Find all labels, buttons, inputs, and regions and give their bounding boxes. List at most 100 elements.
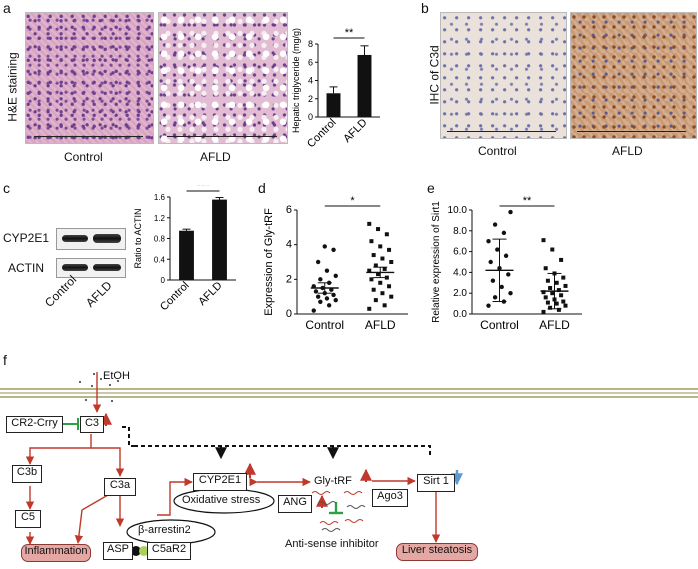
data-point <box>380 256 385 261</box>
he-control-image <box>25 12 154 144</box>
data-point <box>501 230 507 236</box>
western-blot-cyp2e1 <box>56 228 126 250</box>
y-tick-label: 0 <box>161 276 166 285</box>
data-point <box>492 222 498 227</box>
significance-label: ** <box>345 27 354 39</box>
data-point <box>315 259 321 265</box>
data-point <box>387 247 392 252</box>
data-point <box>371 287 376 292</box>
data-point <box>331 247 336 253</box>
asp-ligand <box>131 546 141 556</box>
significance-label: *** <box>197 185 211 192</box>
ihc-afld-label: AFLD <box>612 144 643 158</box>
data-point <box>508 209 513 215</box>
y-tick-label: 8.0 <box>453 226 467 237</box>
data-point <box>490 278 496 283</box>
node-c3: C3 <box>80 416 104 433</box>
y-tick-label: 2 <box>308 94 313 104</box>
data-point <box>382 303 387 308</box>
significance-label: * <box>350 195 355 207</box>
y-tick-label: 4 <box>286 239 292 251</box>
dashed-regulation-lines <box>122 426 431 460</box>
node-barrestin: β-arrestin2 <box>138 524 191 536</box>
node-ago3: Ago3 <box>372 489 408 507</box>
antisense-inhibitor-label: Anti-sense inhibitor <box>285 538 379 550</box>
node-cyp2e1: CYP2E1 <box>193 473 247 491</box>
bar <box>326 93 341 117</box>
y-tick-label: 6 <box>286 204 292 216</box>
y-tick-label: 1.2 <box>154 214 166 223</box>
data-point <box>389 294 394 299</box>
data-point <box>376 272 381 277</box>
data-point <box>543 295 548 300</box>
node-ang: ANG <box>278 495 312 513</box>
etoh-label: EtOH <box>103 370 130 382</box>
node-oxidative-stress: Oxidative stress <box>182 494 261 506</box>
data-point <box>556 288 561 293</box>
data-point <box>554 280 559 285</box>
rna-strands-gray <box>317 501 366 532</box>
data-point <box>554 301 559 306</box>
data-point <box>545 300 550 305</box>
data-point <box>376 227 381 232</box>
blot-label-actin: ACTIN <box>8 261 44 275</box>
data-point <box>369 277 374 282</box>
ihc-control-scalebar <box>447 125 556 132</box>
panel-c-letter: c <box>3 180 10 196</box>
y-tick-label: 4.0 <box>453 267 467 278</box>
data-point <box>371 253 376 258</box>
panel-d-letter: d <box>258 180 266 196</box>
blot-label-cyp2e1: CYP2E1 <box>3 231 50 245</box>
data-point <box>503 253 509 258</box>
cr2crry-inhibit-line <box>63 418 79 430</box>
node-sirt1: Sirt 1 <box>417 474 455 492</box>
data-point <box>378 244 383 249</box>
band-cyp2e1-control <box>62 235 88 242</box>
ihc-afld-image <box>570 12 697 139</box>
node-liver-steatosis: Liver steatosis <box>396 543 478 561</box>
y-tick-label: 4 <box>308 76 313 86</box>
antisense-inhibit <box>329 502 343 515</box>
data-point <box>486 303 491 308</box>
y-axis-label: Ratio to ACTIN <box>133 208 143 268</box>
rna-strands <box>311 491 364 525</box>
cell-membrane <box>0 388 698 398</box>
he-control-label: Control <box>64 150 103 164</box>
pathway-diagram <box>0 372 698 556</box>
panel-a-letter: a <box>3 0 11 16</box>
data-point <box>541 309 546 314</box>
he-control-scalebar <box>34 130 143 137</box>
panel-b-letter: b <box>421 0 429 16</box>
he-staining-label: H&E staining <box>5 52 20 122</box>
data-point <box>492 295 498 300</box>
y-tick-label: 8 <box>308 39 313 49</box>
data-point <box>367 221 372 226</box>
node-c5: C5 <box>15 510 41 528</box>
bar <box>212 199 227 280</box>
data-point <box>389 260 394 264</box>
data-point <box>495 247 500 252</box>
category-label: AFLD <box>539 318 570 332</box>
data-point <box>488 259 493 265</box>
data-point <box>333 297 338 303</box>
ihc-control-image <box>440 12 567 139</box>
data-point <box>373 298 378 303</box>
c5ar2-receptor-dot <box>139 546 149 556</box>
he-afld-label: AFLD <box>200 150 231 164</box>
data-point <box>541 290 546 295</box>
node-glytrf: Gly-tRF <box>314 475 352 487</box>
data-point <box>486 239 491 244</box>
y-tick-label: 2 <box>286 273 292 285</box>
node-c3a: C3a <box>104 478 136 496</box>
he-afld-scalebar <box>167 130 277 137</box>
category-label: AFLD <box>341 117 369 145</box>
data-point <box>545 278 550 283</box>
chart-d-gly-trf: 0 2 4 6 Control AFLD * Expression of Gly-tRF <box>263 195 408 332</box>
data-point <box>326 303 332 308</box>
y-tick-label: 0 <box>286 308 292 320</box>
y-tick-label: 1.6 <box>154 193 166 202</box>
data-point <box>563 303 568 308</box>
data-point <box>548 305 553 310</box>
y-tick-label: 0.4 <box>154 255 166 264</box>
